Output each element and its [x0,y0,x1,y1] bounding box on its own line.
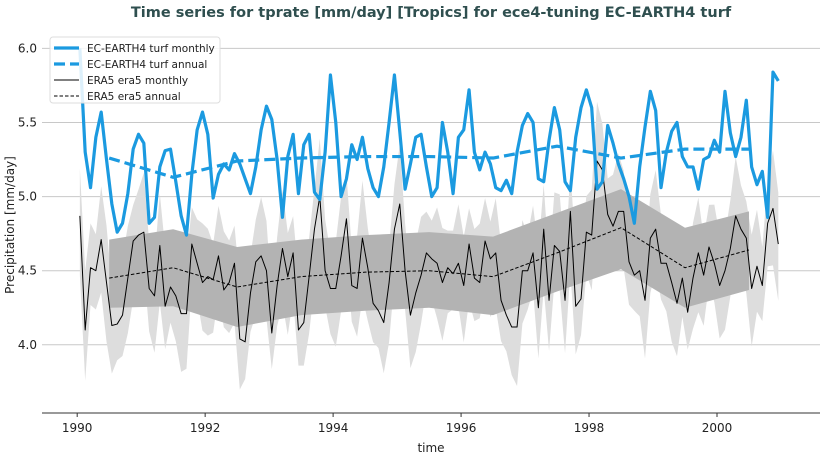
x-tick-label: 1996 [446,421,477,435]
series-line-era5-era5-monthly [79,160,779,343]
legend-label: EC-EARTH4 turf annual [87,59,207,71]
x-tick-label: 1992 [190,421,221,435]
bands [79,101,779,390]
x-tick-label: 1994 [318,421,349,435]
legend: EC-EARTH4 turf monthly EC-EARTH4 turf ann… [49,36,221,104]
axis-ticks: 4.0 4.5 5.0 5.5 6.0 1990 1992 1994 1996 1998 2000 [18,41,732,435]
series-line-era5-era5-annual [109,227,750,288]
y-tick-label: 4.5 [18,264,37,278]
chart-title: Time series for tprate [mm/day] [Tropics… [131,5,732,21]
legend-label: EC-EARTH4 turf monthly [87,43,215,55]
y-tick-label: 5.0 [18,190,37,204]
era5-annual-spread-band [109,189,749,328]
x-axis-label: time [417,441,444,455]
y-tick-label: 6.0 [18,41,37,55]
series-lines [78,48,780,343]
x-tick-label: 1998 [574,421,605,435]
y-axis-label: Precipitation [mm/day] [3,156,17,294]
y-tick-label: 5.5 [18,115,37,129]
x-tick-label: 2000 [702,421,733,435]
series-line-ec-earth4-turf-annual [108,144,749,179]
series-line-ec-earth4-turf-monthly [78,48,780,237]
legend-label: ERA5 era5 monthly [87,75,188,87]
legend-box [49,36,221,104]
x-tick-label: 1990 [62,421,93,435]
y-tick-label: 4.0 [18,338,37,352]
legend-label: ERA5 era5 annual [87,91,181,103]
